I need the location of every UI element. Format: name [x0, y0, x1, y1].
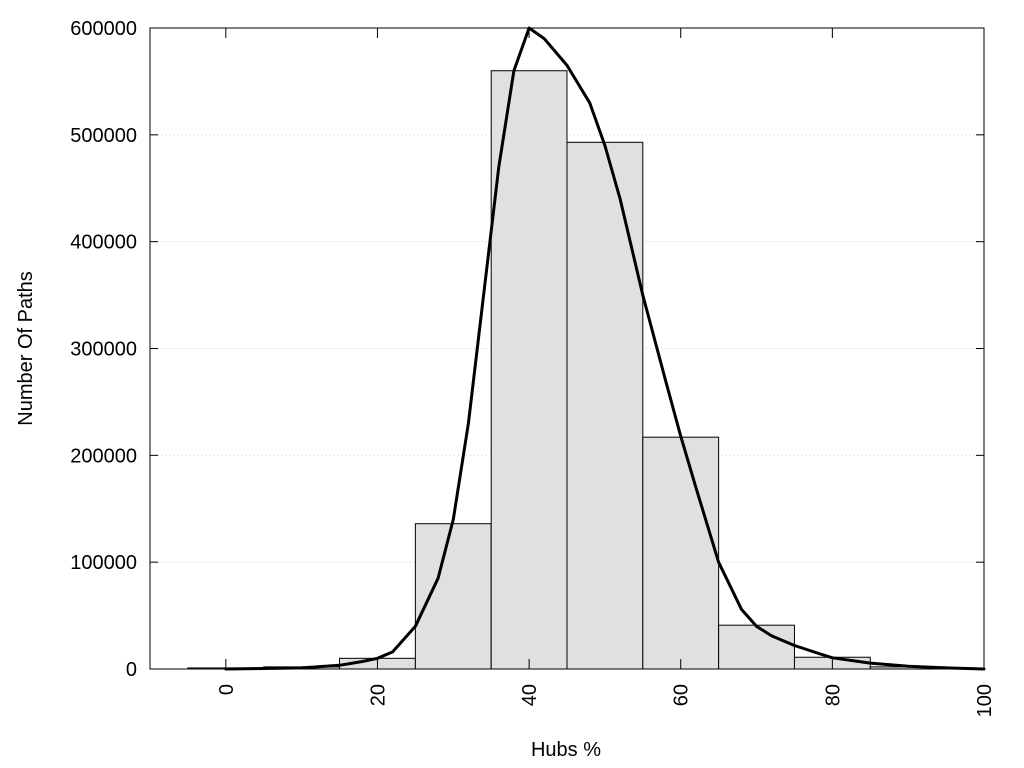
- y-tick-label: 400000: [70, 232, 137, 254]
- histogram-bar: [642, 436, 720, 670]
- y-tick-label: 500000: [70, 125, 137, 147]
- x-tick-label: 60: [671, 684, 693, 706]
- x-tick-label: 80: [822, 684, 844, 706]
- y-tick-label: 0: [126, 659, 137, 681]
- y-tick-label: 600000: [70, 18, 137, 40]
- histogram-bar: [490, 70, 568, 670]
- histogram-bar: [566, 141, 644, 670]
- histogram-bars: [187, 70, 947, 670]
- y-tick-label: 200000: [70, 445, 137, 467]
- x-axis-ticks: 0 20 40 60 80 100: [216, 28, 996, 717]
- histogram-bar: [718, 624, 795, 670]
- x-tick-label: 40: [519, 684, 541, 706]
- x-tick-label: 20: [367, 684, 389, 706]
- y-tick-label: 100000: [70, 552, 137, 574]
- density-curve: [224, 26, 986, 671]
- x-tick-label: 100: [974, 684, 996, 717]
- y-axis-title: Number Of Paths: [15, 271, 37, 426]
- y-axis-ticks: 0 100000 200000 300000 400000 500000 600000: [70, 18, 984, 681]
- x-tick-label: 0: [216, 684, 238, 695]
- histogram-bar: [414, 523, 492, 670]
- y-tick-label: 300000: [70, 339, 137, 361]
- x-axis-title: Hubs %: [531, 739, 601, 761]
- density-curve-layer: [224, 26, 986, 671]
